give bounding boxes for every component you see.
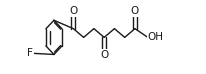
Text: F: F [27, 48, 33, 58]
Text: OH: OH [147, 32, 163, 42]
Text: O: O [69, 6, 77, 16]
Text: O: O [130, 6, 138, 16]
Text: O: O [99, 50, 108, 60]
